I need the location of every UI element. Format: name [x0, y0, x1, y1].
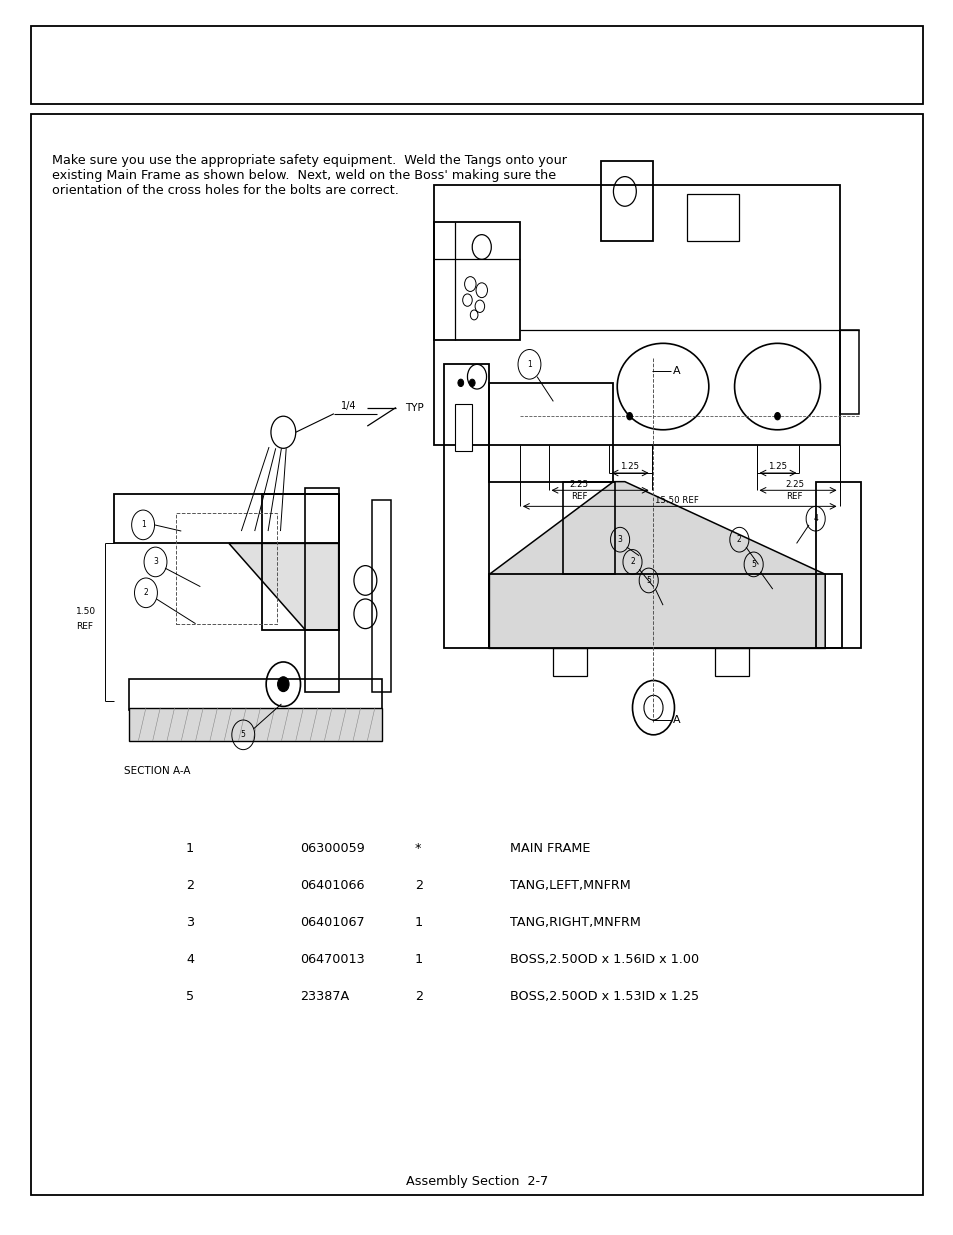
Text: 3: 3: [186, 916, 194, 930]
Text: TYP: TYP: [405, 403, 424, 412]
Text: 5: 5: [186, 990, 194, 1004]
Circle shape: [774, 412, 780, 420]
Text: 1: 1: [415, 916, 423, 930]
Text: TANG,RIGHT,MNFRM: TANG,RIGHT,MNFRM: [510, 916, 640, 930]
Text: 1.25: 1.25: [767, 462, 786, 471]
Bar: [562, 482, 615, 574]
Bar: [434, 185, 839, 445]
Text: 3: 3: [617, 535, 622, 545]
Text: 2: 2: [144, 588, 148, 598]
Bar: [176, 513, 276, 624]
Text: 1.50: 1.50: [76, 606, 96, 616]
Text: 1: 1: [415, 953, 423, 967]
Bar: [262, 494, 338, 630]
Bar: [372, 500, 391, 692]
Text: A: A: [672, 715, 679, 725]
Text: BOSS,2.50OD x 1.56ID x 1.00: BOSS,2.50OD x 1.56ID x 1.00: [510, 953, 699, 967]
Text: Assembly Section  2-7: Assembly Section 2-7: [405, 1174, 548, 1188]
Bar: [129, 679, 381, 710]
Text: REF: REF: [785, 492, 802, 500]
Text: A: A: [672, 366, 679, 375]
Bar: [114, 494, 338, 543]
Text: 2: 2: [415, 990, 422, 1004]
Bar: [715, 648, 748, 676]
Text: REF: REF: [76, 621, 93, 631]
Text: 2: 2: [630, 557, 634, 567]
Text: 5: 5: [240, 730, 246, 740]
Bar: [31, 114, 922, 1195]
Text: 1: 1: [141, 520, 145, 530]
Text: MAIN FRAME: MAIN FRAME: [510, 842, 590, 856]
Bar: [553, 648, 586, 676]
Text: *: *: [415, 842, 421, 856]
Bar: [129, 708, 381, 741]
Bar: [839, 330, 858, 414]
Text: 2.25: 2.25: [569, 480, 588, 489]
Text: REF: REF: [570, 492, 587, 500]
Text: 1/4: 1/4: [340, 401, 355, 411]
Text: Make sure you use the appropriate safety equipment.  Weld the Tangs onto your
  : Make sure you use the appropriate safety…: [36, 154, 567, 198]
Text: 06401066: 06401066: [300, 879, 365, 893]
Text: 06300059: 06300059: [300, 842, 365, 856]
Text: 3: 3: [152, 557, 158, 567]
Text: 4: 4: [186, 953, 193, 967]
Circle shape: [277, 677, 289, 692]
Text: 06401067: 06401067: [300, 916, 365, 930]
Bar: [600, 161, 653, 241]
Circle shape: [469, 379, 475, 387]
Bar: [305, 488, 338, 692]
Bar: [489, 574, 841, 648]
Text: 1.25: 1.25: [619, 462, 639, 471]
Bar: [686, 194, 739, 241]
Circle shape: [457, 379, 463, 387]
Text: 2: 2: [186, 879, 193, 893]
Text: 5: 5: [645, 576, 651, 585]
Text: 15.50 REF: 15.50 REF: [655, 496, 699, 505]
Bar: [489, 383, 613, 482]
Polygon shape: [229, 543, 338, 630]
Text: 1: 1: [186, 842, 194, 856]
Text: TANG,LEFT,MNFRM: TANG,LEFT,MNFRM: [510, 879, 631, 893]
Text: SECTION A-A: SECTION A-A: [124, 766, 191, 776]
Text: 2.25: 2.25: [784, 480, 803, 489]
Text: BOSS,2.50OD x 1.53ID x 1.25: BOSS,2.50OD x 1.53ID x 1.25: [510, 990, 699, 1004]
Text: 1: 1: [527, 359, 531, 369]
Circle shape: [626, 412, 632, 420]
Text: 4: 4: [812, 514, 818, 524]
Bar: [815, 482, 861, 648]
Text: 2: 2: [737, 535, 740, 545]
Text: 23387A: 23387A: [300, 990, 350, 1004]
Text: 2: 2: [415, 879, 422, 893]
Bar: [455, 404, 472, 451]
Text: 5: 5: [750, 559, 756, 569]
Polygon shape: [489, 482, 824, 648]
Bar: [443, 364, 489, 648]
Text: 06470013: 06470013: [300, 953, 365, 967]
Bar: [434, 222, 519, 340]
Bar: [31, 26, 922, 104]
